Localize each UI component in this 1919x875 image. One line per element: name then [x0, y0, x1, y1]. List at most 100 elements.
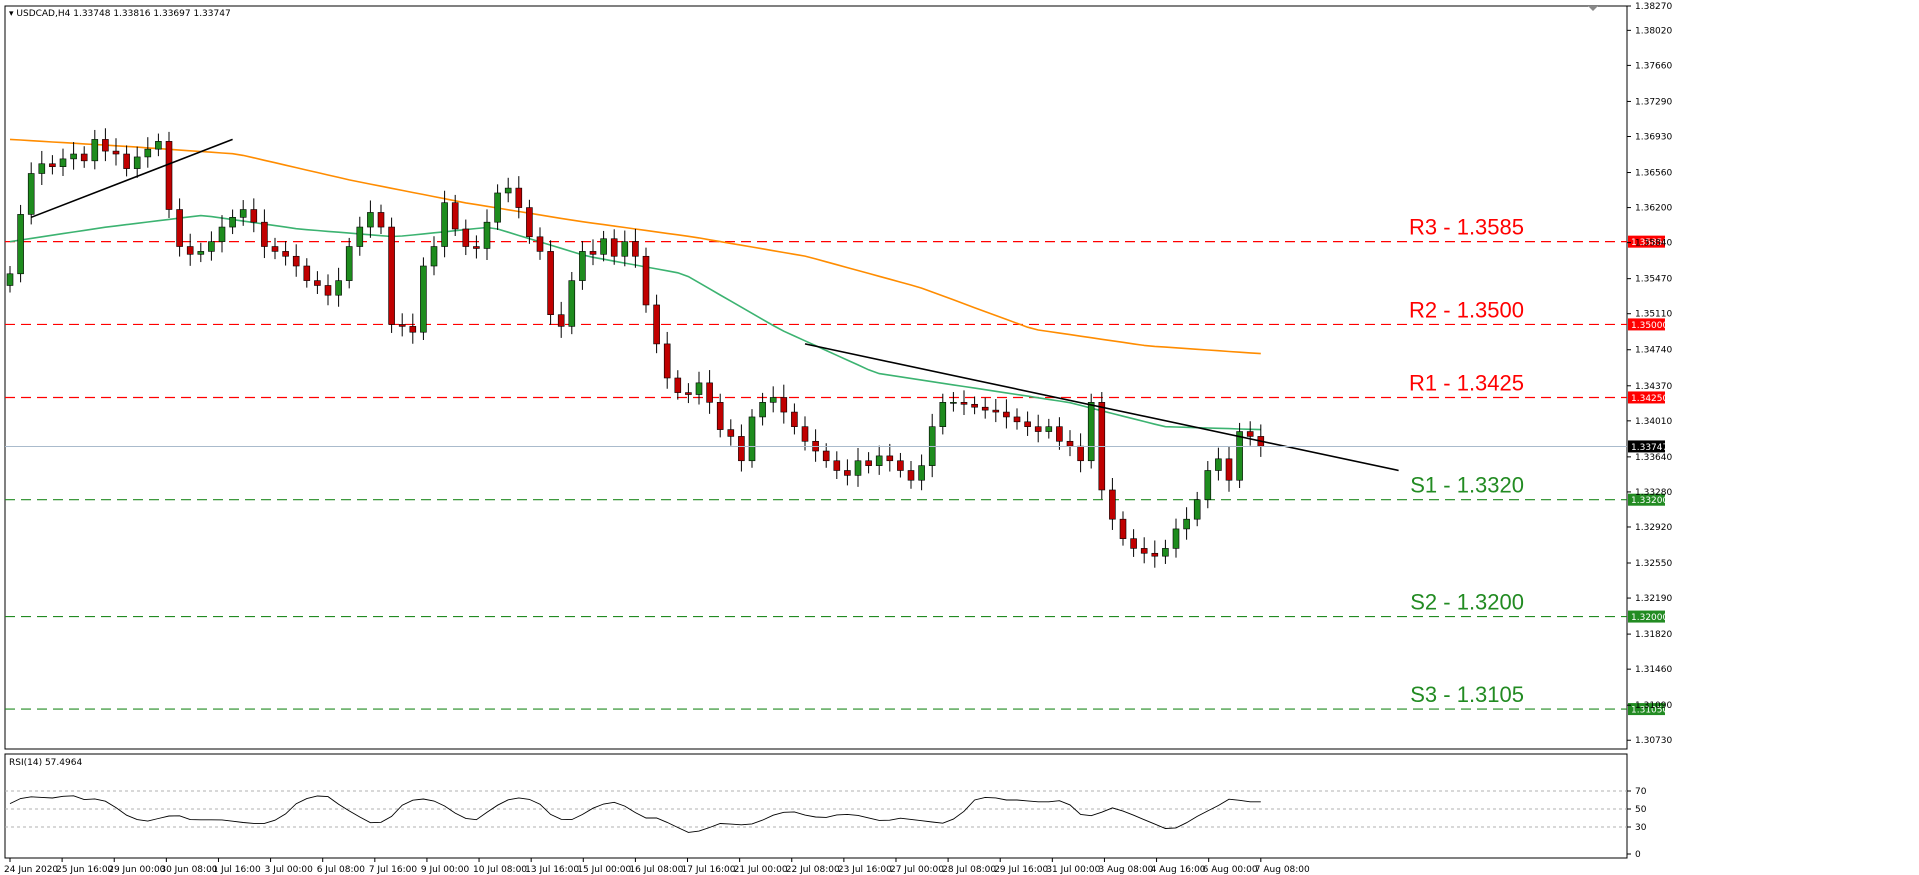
candle-body	[91, 139, 99, 162]
candle-body	[504, 187, 512, 194]
candle-body	[579, 251, 586, 281]
time-tick-label: 6 Aug 00:00	[1203, 865, 1258, 875]
price-tick-label: 1.38270	[1635, 2, 1672, 12]
candle-body	[748, 416, 756, 462]
candle-body	[1236, 431, 1243, 481]
candle-body	[123, 153, 130, 169]
price-tick-label: 1.35470	[1635, 275, 1672, 285]
level-label-s3: S3 - 1.3105	[1410, 682, 1524, 707]
candlesticks	[6, 128, 1265, 568]
candle-body	[663, 343, 671, 379]
candle-body	[1066, 440, 1074, 447]
support-resistance-levels: R3 - 1.3585 1.35850 R2 - 1.3500 1.35000 R1 -…	[5, 215, 1668, 716]
level-label-s2: S2 - 1.3200	[1410, 590, 1524, 615]
candle-body	[165, 141, 173, 210]
candle-body	[600, 238, 607, 255]
candle-body	[1183, 518, 1190, 530]
level-label-r1: R1 - 1.3425	[1409, 370, 1524, 395]
candle-body	[1140, 548, 1148, 554]
candle-body	[80, 153, 88, 162]
candle-body	[1024, 421, 1031, 427]
chart-header: ▾ USDCAD,H4 1.33748 1.33816 1.33697 1.33…	[9, 9, 231, 19]
candle-body	[1034, 426, 1042, 432]
candle-body	[292, 255, 300, 267]
candle-body	[208, 241, 215, 252]
time-tick-label: 6 Jul 08:00	[317, 865, 366, 875]
candle-body	[144, 148, 152, 158]
price-tick-label: 1.36200	[1635, 204, 1672, 214]
level-label-s1: S1 - 1.3320	[1410, 473, 1524, 498]
current-price-line: 1.33747	[5, 440, 1668, 453]
level-tag-text-r2: 1.35000	[1631, 321, 1668, 331]
level-tag-s3	[1628, 703, 1665, 716]
candle-body	[801, 426, 809, 442]
candle-body	[494, 192, 501, 223]
candle-body	[345, 246, 353, 281]
price-tick-label: 1.34740	[1635, 346, 1672, 356]
time-tick-label: 27 Jul 00:00	[890, 865, 944, 875]
candle-body	[727, 429, 735, 437]
time-tick-label: 13 Jul 16:00	[525, 865, 579, 875]
candle-body	[844, 470, 851, 476]
candle-body	[918, 465, 925, 481]
price-tick-label: 1.35840	[1635, 239, 1672, 249]
time-tick-label: 30 Jun 08:00	[160, 865, 217, 875]
candle-body	[1077, 445, 1084, 462]
candle-body	[907, 470, 915, 481]
price-tick-label: 1.31820	[1635, 630, 1672, 640]
header-triangle-icon: ▾	[9, 9, 16, 19]
candle-body	[356, 226, 364, 247]
level-tag-r1	[1628, 391, 1665, 404]
time-tick-label: 3 Aug 08:00	[1098, 865, 1153, 875]
level-tag-text-r1: 1.34250	[1631, 394, 1668, 404]
price-tick-label: 1.37660	[1635, 61, 1672, 71]
candle-body	[1172, 528, 1180, 549]
main-panel	[4, 5, 1628, 750]
price-tick-label: 1.34370	[1635, 382, 1672, 392]
price-tick-label: 1.38020	[1635, 26, 1672, 36]
candle-body	[420, 265, 427, 333]
candle-body	[462, 228, 470, 247]
candle-body	[716, 402, 724, 430]
time-tick-label: 4 Aug 16:00	[1151, 865, 1206, 875]
price-tick-label: 1.34010	[1635, 417, 1672, 427]
price-tick-label: 1.31460	[1635, 665, 1672, 675]
price-tick-label: 1.35110	[1635, 310, 1672, 320]
candle-body	[335, 280, 342, 296]
candle-body	[239, 209, 247, 218]
rsi-indicator: 70 50 30 0	[5, 787, 1647, 860]
chart-shift-marker-icon[interactable]	[1588, 6, 1598, 11]
candle-body	[49, 163, 56, 167]
time-tick-label: 24 Jun 2020	[4, 865, 58, 875]
symbol-label: USDCAD,H4	[16, 9, 70, 19]
candle-body	[950, 402, 957, 404]
candle-body	[875, 455, 883, 466]
candle-body	[706, 382, 713, 403]
candle-body	[218, 226, 226, 242]
candle-body	[250, 209, 258, 223]
ohlc-values: 1.33748 1.33816 1.33697 1.33747	[73, 9, 230, 19]
candle-body	[59, 158, 67, 167]
trendline-2	[804, 343, 1399, 472]
price-tick-label: 1.32190	[1635, 594, 1672, 604]
candle-body	[738, 436, 745, 462]
current-price-tag	[1628, 440, 1665, 453]
candle-body	[1193, 499, 1201, 520]
candle-body	[939, 402, 947, 427]
candle-body	[38, 163, 46, 174]
rsi-tick-label: 0	[1635, 850, 1641, 860]
candle-body	[515, 187, 523, 208]
time-tick-label: 9 Jul 00:00	[421, 865, 470, 875]
candle-body	[992, 409, 1000, 413]
candle-body	[547, 251, 554, 315]
candle-body	[695, 382, 703, 395]
candle-body	[632, 241, 639, 257]
candle-body	[261, 221, 268, 247]
candle-body	[409, 326, 417, 333]
candle-body	[17, 214, 24, 275]
candle-body	[133, 156, 141, 169]
price-tick-label: 1.36560	[1635, 169, 1672, 179]
level-tag-r3	[1628, 235, 1665, 248]
candle-body	[589, 251, 597, 255]
candle-body	[1087, 402, 1095, 462]
